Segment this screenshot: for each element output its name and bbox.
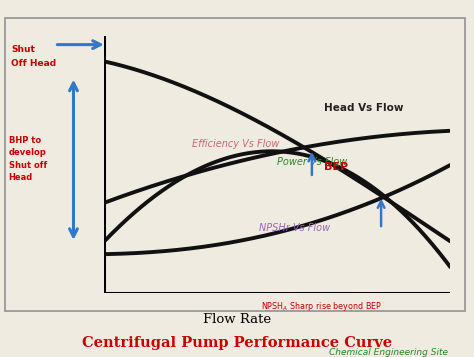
Text: Head: Head (9, 173, 33, 182)
Text: Shut off: Shut off (9, 161, 47, 170)
Text: Efficiency Vs Flow: Efficiency Vs Flow (192, 139, 280, 149)
Text: BEP: BEP (324, 162, 348, 172)
Text: Flow Rate: Flow Rate (203, 313, 271, 326)
Text: Head Vs Flow: Head Vs Flow (324, 103, 403, 113)
Text: Power Vs Flow: Power Vs Flow (277, 157, 347, 167)
Text: Chemical Engineering Site: Chemical Engineering Site (329, 348, 448, 357)
Text: develop: develop (9, 148, 46, 157)
Text: NPSHr Vs Flow: NPSHr Vs Flow (259, 223, 330, 233)
Text: BHP to: BHP to (9, 136, 41, 145)
Text: Shut: Shut (11, 45, 35, 54)
Text: Centrifugal Pump Performance Curve: Centrifugal Pump Performance Curve (82, 336, 392, 350)
Text: NPSH$_A$ Sharp rise beyond BEP: NPSH$_A$ Sharp rise beyond BEP (261, 300, 382, 313)
Text: Off Head: Off Head (11, 59, 56, 68)
